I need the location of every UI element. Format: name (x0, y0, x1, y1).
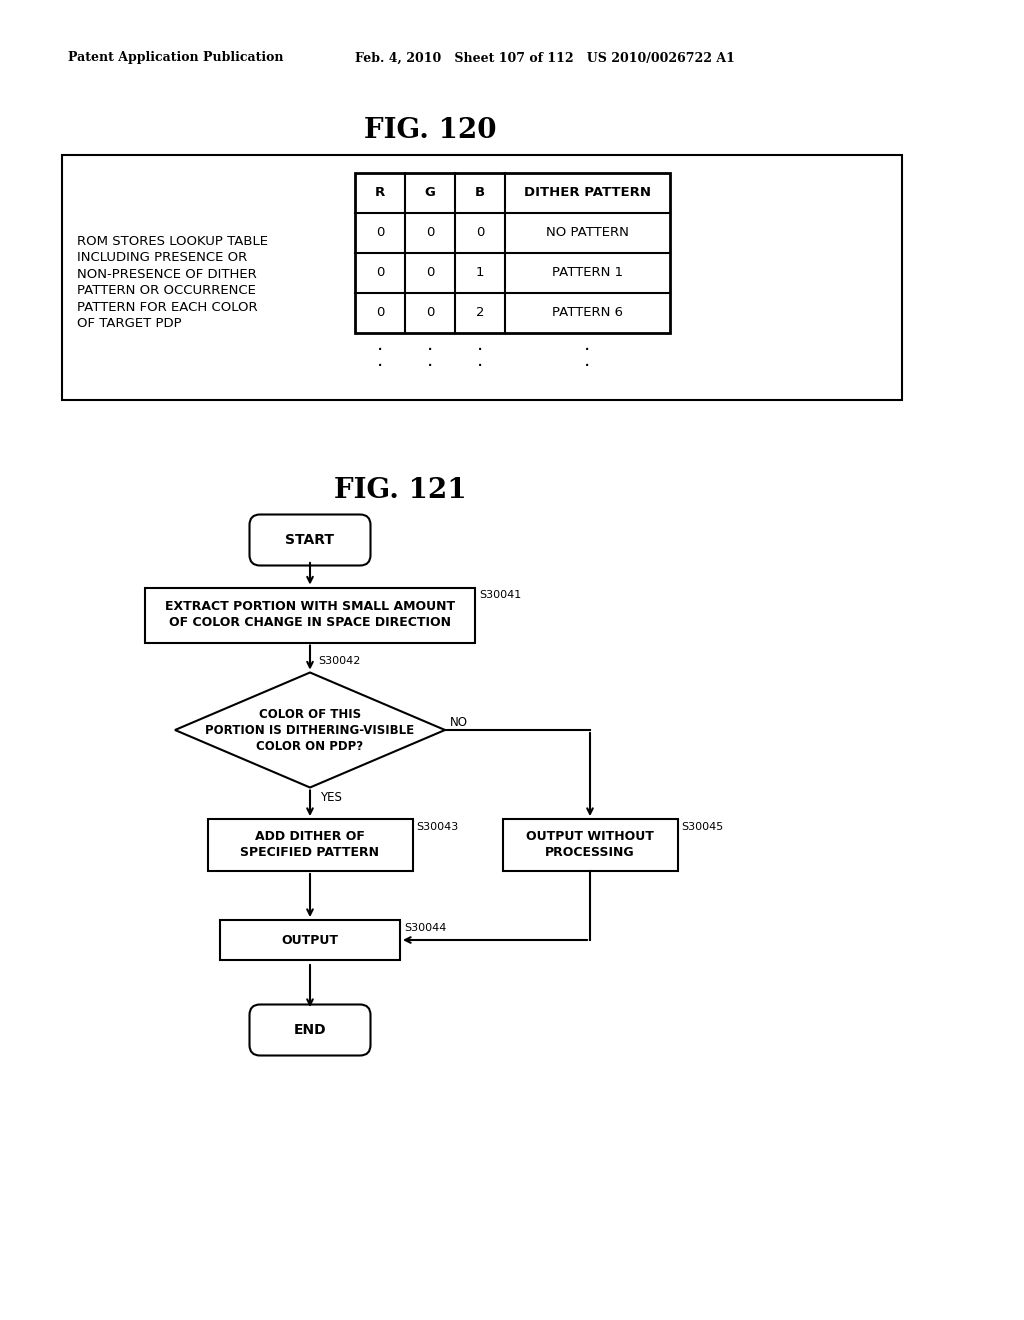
Text: PATTERN 6: PATTERN 6 (552, 306, 623, 319)
Text: ROM STORES LOOKUP TABLE
INCLUDING PRESENCE OR
NON-PRESENCE OF DITHER
PATTERN OR : ROM STORES LOOKUP TABLE INCLUDING PRESEN… (77, 235, 268, 330)
Text: YES: YES (319, 791, 342, 804)
Text: Feb. 4, 2010   Sheet 107 of 112   US 2010/0026722 A1: Feb. 4, 2010 Sheet 107 of 112 US 2010/00… (355, 51, 735, 65)
Text: ·: · (585, 342, 591, 360)
Text: EXTRACT PORTION WITH SMALL AMOUNT
OF COLOR CHANGE IN SPACE DIRECTION: EXTRACT PORTION WITH SMALL AMOUNT OF COL… (165, 601, 455, 630)
Text: S30041: S30041 (479, 590, 521, 601)
Text: NO: NO (450, 715, 468, 729)
Bar (355, 173, 670, 333)
Polygon shape (175, 672, 445, 788)
Text: 0: 0 (426, 306, 434, 319)
Text: ·: · (377, 342, 383, 360)
Text: FIG. 120: FIG. 120 (364, 116, 497, 144)
Text: NO PATTERN: NO PATTERN (546, 227, 629, 239)
Bar (62, 154, 902, 400)
Text: OUTPUT: OUTPUT (282, 933, 339, 946)
Bar (208, 818, 413, 871)
Text: FIG. 121: FIG. 121 (334, 477, 466, 503)
Bar (503, 818, 678, 871)
Bar (220, 920, 400, 960)
Text: 0: 0 (376, 267, 384, 280)
Text: OUTPUT WITHOUT
PROCESSING: OUTPUT WITHOUT PROCESSING (526, 830, 654, 859)
Text: DITHER PATTERN: DITHER PATTERN (524, 186, 651, 199)
Text: COLOR OF THIS
PORTION IS DITHERING-VISIBLE
COLOR ON PDP?: COLOR OF THIS PORTION IS DITHERING-VISIB… (206, 708, 415, 752)
Text: START: START (286, 533, 335, 546)
FancyBboxPatch shape (250, 1005, 371, 1056)
Text: PATTERN 1: PATTERN 1 (552, 267, 623, 280)
Text: 2: 2 (476, 306, 484, 319)
Text: S30045: S30045 (682, 822, 724, 832)
Text: 0: 0 (476, 227, 484, 239)
Text: R: R (375, 186, 385, 199)
Text: END: END (294, 1023, 327, 1038)
Text: S30044: S30044 (404, 923, 446, 933)
Text: G: G (425, 186, 435, 199)
Text: S30043: S30043 (417, 822, 459, 832)
Text: B: B (475, 186, 485, 199)
Text: 0: 0 (426, 267, 434, 280)
Text: ·: · (477, 342, 483, 360)
Text: ·: · (477, 358, 483, 376)
Text: ·: · (377, 358, 383, 376)
Text: 0: 0 (376, 306, 384, 319)
Text: S30042: S30042 (318, 656, 360, 665)
FancyBboxPatch shape (250, 515, 371, 565)
Text: 1: 1 (476, 267, 484, 280)
Text: 0: 0 (426, 227, 434, 239)
Text: Patent Application Publication: Patent Application Publication (68, 51, 284, 65)
Text: ADD DITHER OF
SPECIFIED PATTERN: ADD DITHER OF SPECIFIED PATTERN (241, 830, 380, 859)
Text: 0: 0 (376, 227, 384, 239)
Bar (145, 587, 475, 643)
Text: ·: · (585, 358, 591, 376)
Text: ·: · (427, 342, 433, 360)
Text: ·: · (427, 358, 433, 376)
